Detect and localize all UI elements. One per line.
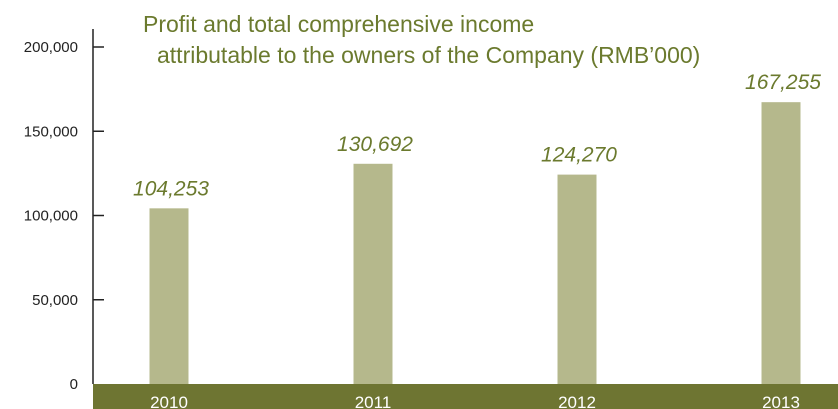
bar-2012: [557, 174, 597, 384]
data-label: 130,692: [337, 133, 413, 156]
bar-2013: [761, 102, 801, 384]
bar-2011: [353, 163, 393, 384]
y-tick-label: 50,000: [32, 292, 78, 309]
x-tick-label: 2013: [762, 393, 800, 409]
category-axis-band: [93, 384, 838, 409]
data-label: 124,270: [541, 144, 617, 167]
x-tick-label: 2012: [558, 393, 596, 409]
data-labels: 104,253 130,692 124,270 167,255: [133, 71, 821, 200]
y-axis: 0 50,000 100,000 150,000 200,000: [24, 29, 104, 393]
x-tick-label: 2010: [150, 393, 188, 409]
y-tick-label: 100,000: [24, 208, 78, 225]
bar-2010: [149, 208, 189, 384]
chart-title: Profit and total comprehensive income at…: [143, 11, 700, 68]
x-tick-label: 2011: [355, 393, 392, 409]
category-band: 2010 2011 2012 2013: [93, 384, 838, 409]
bars: [149, 102, 801, 384]
data-label: 167,255: [745, 71, 821, 94]
chart-title-line-2: attributable to the owners of the Compan…: [157, 42, 700, 68]
data-label: 104,253: [133, 177, 209, 200]
y-tick-label: 0: [70, 376, 78, 393]
y-tick-label: 150,000: [24, 123, 78, 140]
chart-title-line-1: Profit and total comprehensive income: [143, 11, 534, 37]
y-tick-label: 200,000: [24, 39, 78, 56]
